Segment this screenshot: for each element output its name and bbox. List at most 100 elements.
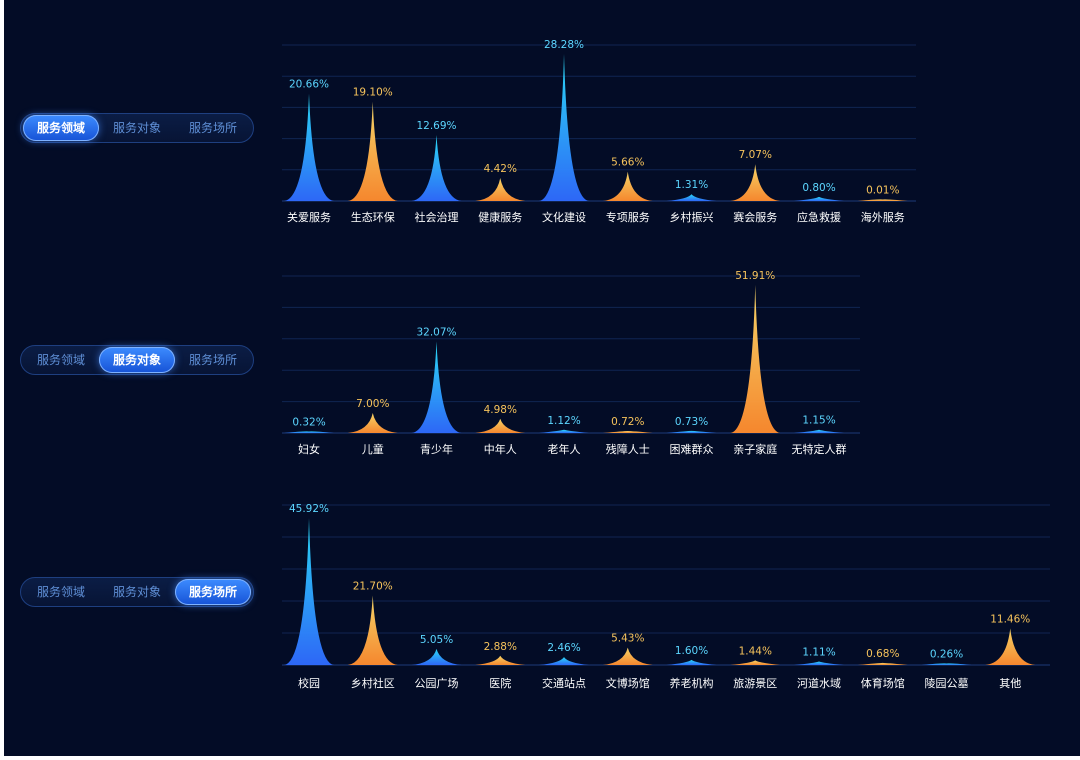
tab-service-target[interactable]: 服务对象 [112,121,161,135]
value-label: 51.91% [735,270,775,282]
tab-service-target[interactable]: 服务对象 [99,347,175,373]
category-label: 生态环保 [351,210,395,224]
category-label: 文化建设 [542,210,586,224]
category-label: 养老机构 [670,676,714,690]
category-label: 陵园公墓 [925,677,969,690]
category-label: 交通站点 [542,676,586,690]
cone-bar-1 [284,518,334,665]
category-label: 专项服务 [606,210,650,224]
cone-bar-4 [475,178,526,201]
category-label: 河道水域 [797,676,841,690]
chart-3: 45.92% 校园 21.70% 乡村社区 5.05% 公园广场 2.88% 医院 2.46% 交… [282,503,1050,690]
category-label: 海外服务 [861,210,905,224]
category-label: 健康服务 [478,210,522,224]
segmented-control-service-venue: 服务领域 服务对象 服务场所 [20,577,254,607]
tab-service-venue[interactable]: 服务场所 [175,579,251,605]
category-label: 公园广场 [415,676,459,690]
value-label: 32.07% [416,326,456,338]
value-label: 0.01% [866,185,899,197]
category-label: 困难群众 [670,442,714,456]
cone-bar-2 [347,101,398,201]
dashboard-canvas: 服务领域 服务对象 服务场所 服务领域 服务对象 服务场所 服务领域 服务对象 … [4,0,1080,756]
cone-bar-9 [794,196,844,201]
cone-bar-6 [602,647,653,665]
value-label: 28.28% [544,39,584,51]
value-label: 5.66% [611,157,644,169]
cone-bar-1 [284,431,334,433]
value-label: 1.11% [802,646,835,658]
category-label: 残障人士 [606,442,650,456]
tab-service-field[interactable]: 服务领域 [36,353,85,367]
cone-bar-5 [539,53,589,201]
value-label: 1.15% [802,415,835,427]
cone-bar-6 [602,430,653,433]
value-label: 0.73% [675,416,708,428]
cone-bar-8 [730,164,781,201]
value-label: 0.32% [292,417,325,429]
segmented-control-service-target: 服务领域 服务对象 服务场所 [20,345,254,375]
value-label: 12.69% [416,120,456,132]
chart-1: 20.66% 关爱服务 19.10% 生态环保 12.69% 社会治理 4.42% 健康服务 2… [282,39,916,224]
category-label: 旅游景区 [733,676,777,690]
category-label: 儿童 [362,442,384,456]
value-label: 0.72% [611,416,644,428]
value-label: 7.00% [356,398,389,410]
category-label: 亲子家庭 [733,442,777,456]
value-label: 7.07% [739,149,772,161]
value-label: 11.46% [990,613,1030,625]
chart-2: 0.32% 妇女 7.00% 儿童 32.07% 青少年 4.98% 中年人 1.12% 老年人 0… [282,270,860,456]
category-label: 文博场馆 [606,676,650,690]
value-label: 2.88% [484,641,517,653]
cone-bar-8 [730,660,781,665]
cone-bar-7 [666,430,717,433]
category-label: 体育场馆 [861,676,905,690]
cone-bar-4 [475,655,526,665]
tab-service-field[interactable]: 服务领域 [23,115,99,141]
category-label: 老年人 [548,442,581,456]
value-label: 19.10% [353,87,393,99]
value-label: 4.98% [484,404,517,416]
cone-bar-10 [857,662,908,665]
value-label: 0.26% [930,649,963,661]
cone-bar-9 [794,661,844,665]
tab-service-field[interactable]: 服务领域 [36,585,85,599]
value-label: 20.66% [289,79,329,91]
cone-bar-1 [284,93,334,201]
category-label: 青少年 [420,442,453,456]
cone-bar-2 [347,413,398,433]
value-label: 0.80% [802,182,835,194]
tab-service-venue[interactable]: 服务场所 [188,353,237,367]
value-label: 5.05% [420,634,453,646]
category-label: 其他 [999,677,1021,690]
cone-bar-10 [857,199,908,201]
tab-service-target[interactable]: 服务对象 [112,585,161,599]
cone-bar-8 [730,284,781,433]
tab-service-venue[interactable]: 服务场所 [188,121,237,135]
category-label: 妇女 [298,442,320,456]
value-label: 1.31% [675,179,708,191]
category-label: 社会治理 [415,210,459,224]
cone-bar-3 [411,648,462,665]
value-label: 0.68% [866,648,899,660]
cone-bar-6 [602,171,653,201]
category-label: 乡村振兴 [670,210,714,224]
cone-bar-7 [666,659,717,665]
cone-bar-2 [347,595,398,665]
cone-bar-4 [475,418,526,433]
value-label: 21.70% [353,581,393,593]
category-label: 医院 [489,676,511,690]
category-label: 关爱服务 [287,210,331,224]
category-label: 中年人 [484,442,517,456]
cone-bar-11 [921,663,972,665]
cone-bar-12 [985,628,1036,665]
value-label: 45.92% [289,503,329,515]
value-label: 5.43% [611,633,644,645]
cone-bar-3 [411,341,462,433]
cone-bar-3 [411,135,462,201]
category-label: 乡村社区 [351,676,395,690]
value-label: 1.60% [675,645,708,657]
value-label: 1.12% [547,415,580,427]
cone-bar-7 [666,194,717,201]
category-label: 应急救援 [797,210,841,224]
value-label: 4.42% [484,163,517,175]
